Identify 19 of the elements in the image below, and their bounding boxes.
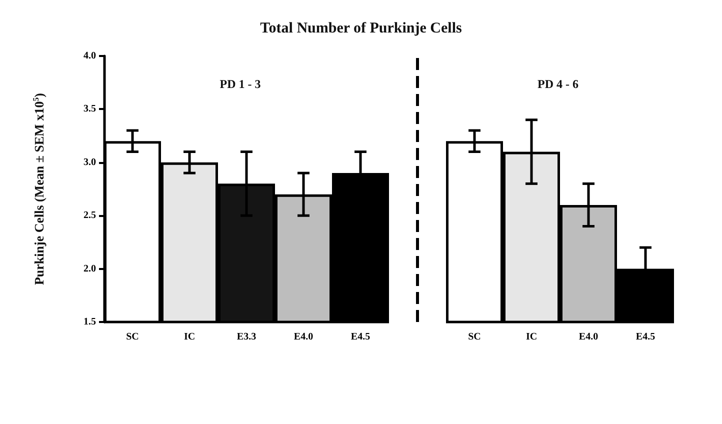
x-tick-label: E4.0 <box>294 332 314 342</box>
x-tick-label: SC <box>468 332 481 342</box>
y-tick-label: 2.0 <box>84 263 96 274</box>
y-tick-label: 3.0 <box>84 156 96 168</box>
x-tick-label: E3.3 <box>236 332 256 342</box>
x-tick-label: IC <box>526 332 538 342</box>
x-tick-label: E4.5 <box>636 332 656 342</box>
y-tick-label: 3.5 <box>84 104 96 115</box>
x-tick-label: E4.0 <box>578 332 598 342</box>
y-tick-label: 2.5 <box>84 210 96 222</box>
x-tick-label: E4.5 <box>350 332 370 342</box>
y-axis-title: Purkinje Cells (Mean ± SEM x105) <box>32 92 46 286</box>
annotation: PD 1 - 3 <box>220 77 261 91</box>
x-tick-label: SC <box>126 332 139 342</box>
annotation: PD 4 - 6 <box>538 77 578 91</box>
y-tick-label: 4.0 <box>84 50 96 62</box>
chart-title: Total Number of Purkinje Cells <box>260 20 462 36</box>
y-tick-label: 1.5 <box>84 316 96 328</box>
x-tick-label: IC <box>184 332 196 342</box>
